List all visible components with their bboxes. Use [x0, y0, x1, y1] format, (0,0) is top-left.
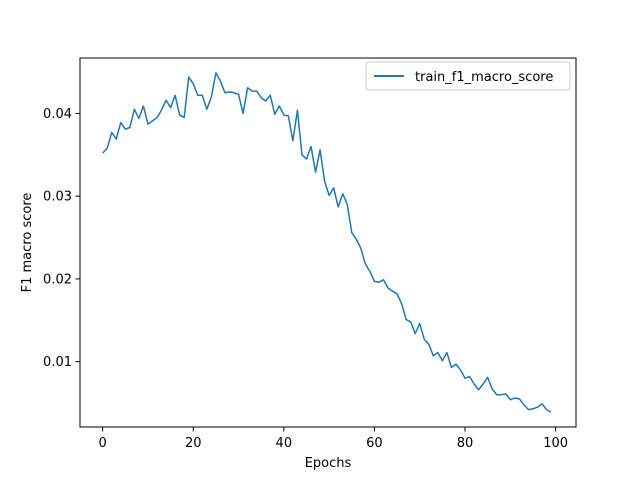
x-tick-label: 60	[366, 436, 383, 451]
legend-box	[365, 61, 571, 91]
y-tick-label: 0.03	[43, 190, 72, 205]
x-tick-label: 40	[276, 436, 293, 451]
y-tick-label: 0.01	[43, 355, 72, 370]
x-tick-label: 80	[457, 436, 474, 451]
y-tick-label: 0.02	[43, 272, 72, 287]
x-tick-label: 20	[185, 436, 202, 451]
x-axis-ticks: 0 20 40 60 80 100	[99, 427, 568, 451]
y-axis-ticks: 0.01 0.02 0.03 0.04	[43, 107, 80, 370]
x-axis-label: Epochs	[305, 456, 352, 471]
y-axis-label: F1 macro score	[20, 193, 35, 293]
series-line-0	[102, 72, 552, 413]
series-layer	[102, 72, 552, 413]
y-tick-label: 0.04	[43, 107, 72, 122]
plot-area	[79, 57, 577, 428]
legend: train_f1_macro_score	[365, 61, 571, 91]
x-tick-label: 100	[543, 436, 568, 451]
axes-frame	[79, 57, 577, 428]
x-tick-label: 0	[99, 436, 107, 451]
legend-label: train_f1_macro_score	[415, 70, 553, 85]
